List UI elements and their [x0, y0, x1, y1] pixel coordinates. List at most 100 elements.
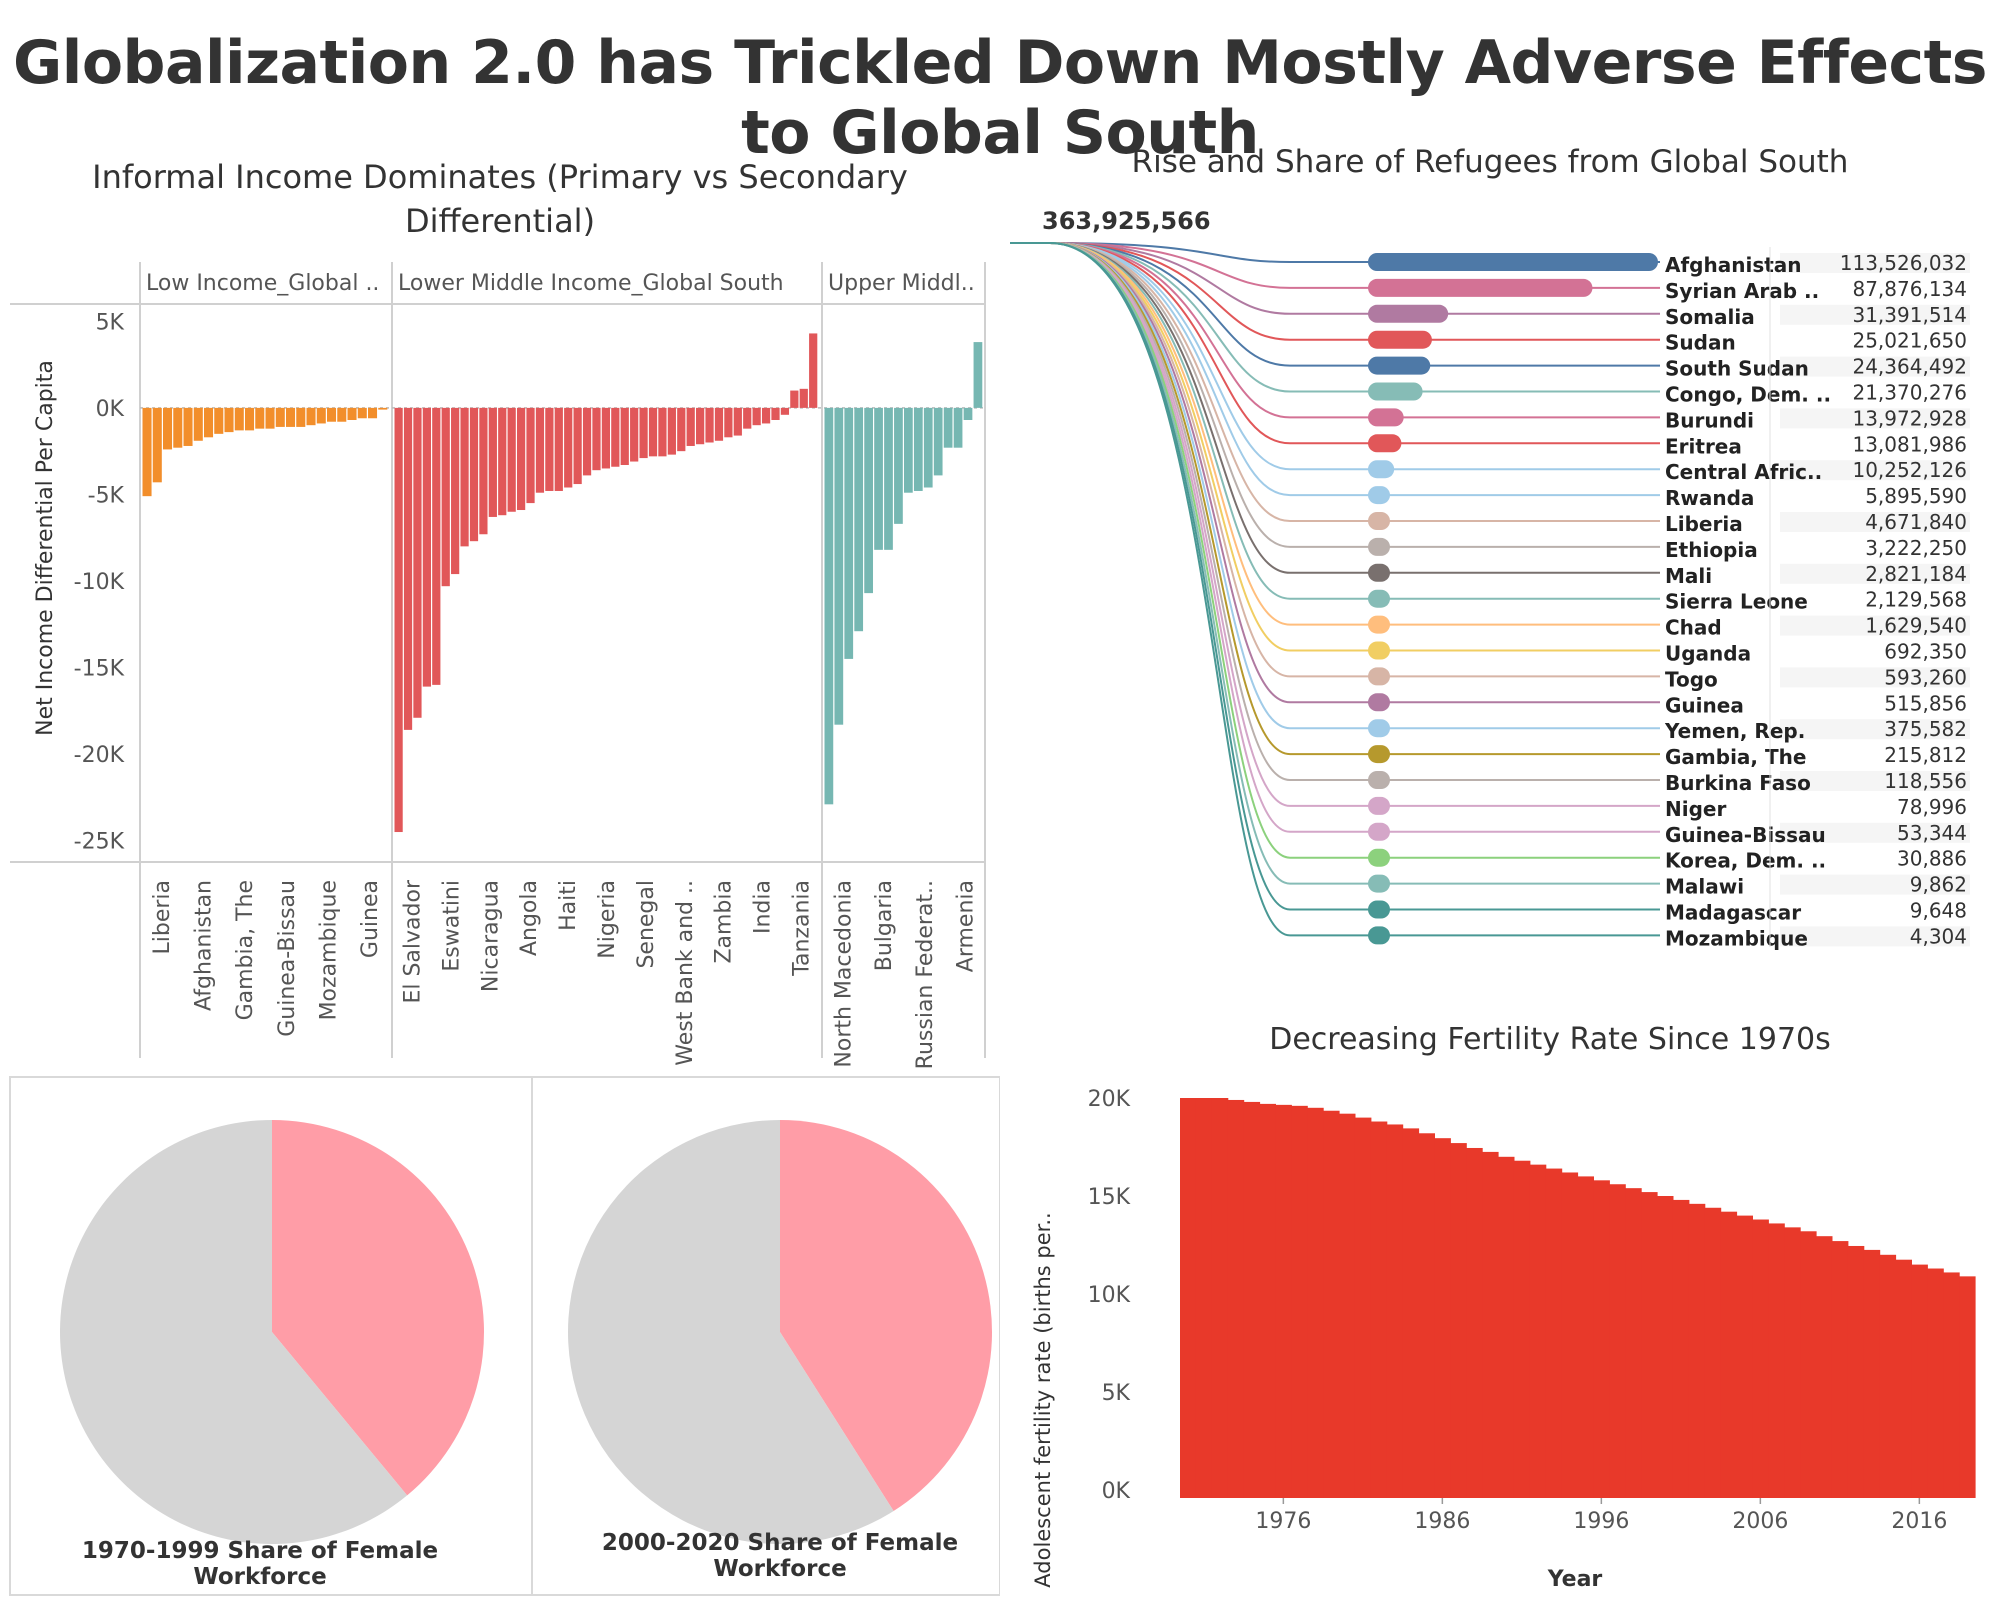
refugee-bar [1368, 304, 1449, 323]
income-bar [963, 407, 973, 420]
pie-slice [272, 1120, 484, 1496]
income-x-labels: Liberia Afghanistan Gambia, The Guinea-Biss… [150, 879, 979, 1069]
refugee-label-bg [1660, 615, 1780, 636]
fertility-step [1386, 1124, 1404, 1498]
refugee-label-bg [1660, 874, 1780, 895]
refugee-bar [1368, 641, 1390, 660]
fertility-step [1195, 1098, 1213, 1498]
fertility-step [1339, 1113, 1356, 1498]
income-bar [834, 407, 844, 725]
income-bar [809, 333, 818, 408]
income-x-tick: West Bank and .. [673, 880, 698, 1066]
income-x-tick: Liberia [150, 880, 175, 955]
refugee-flow-line [1010, 242, 1970, 600]
income-bar [790, 390, 799, 408]
refugee-value-bg [1780, 408, 1970, 429]
pie-2000-2020-label: 2000-2020 Share of Female Workforce [601, 1530, 959, 1582]
refugee-value-label: 13,081,986 [1852, 432, 1967, 456]
income-bar [953, 407, 963, 448]
refugee-value-label: 78,996 [1897, 795, 1967, 819]
income-bar [142, 407, 152, 497]
refugee-label-bg [1660, 304, 1780, 325]
fertility-step [1943, 1272, 1960, 1498]
fertility-step [1816, 1236, 1833, 1498]
income-x-tick: Armenia [954, 880, 979, 972]
refugee-country-label: Malawi [1665, 875, 1744, 899]
income-bar [824, 407, 834, 805]
refugee-value-bg [1780, 563, 1970, 584]
refugee-country-label: Liberia [1665, 512, 1743, 536]
income-bar [545, 407, 554, 491]
refugee-value-bg [1780, 796, 1970, 817]
refugee-value-label: 1,629,540 [1865, 614, 1967, 638]
income-bar [394, 407, 403, 833]
income-bar [255, 407, 265, 429]
fertility-step [1736, 1215, 1753, 1498]
income-y-axis-label: Net Income Differential Per Capita [33, 360, 58, 736]
income-bar [844, 407, 854, 659]
refugee-labels: Afghanistan 113,526,032 Syrian Arab .. 87,8… [1660, 247, 1970, 950]
income-bar [799, 388, 808, 408]
refugee-country-label: Madagascar [1665, 901, 1801, 925]
income-bar [488, 407, 497, 517]
income-bar [752, 407, 761, 426]
income-bar [696, 407, 705, 445]
refugee-sankey-chart: 363,925,566 Afghanistan 113,526,032 Syrian… [1010, 207, 1970, 950]
refugee-value-bg [1780, 537, 1970, 558]
fertility-step [1657, 1196, 1674, 1498]
refugee-value-label: 593,260 [1884, 665, 1967, 689]
fertility-step [1895, 1259, 1912, 1498]
income-panel-title: Informal Income Dominates (Primary vs Se… [92, 158, 908, 240]
refugee-value-label: 113,526,032 [1840, 251, 1967, 275]
income-bar [296, 407, 306, 427]
income-bar [316, 407, 326, 424]
pie-slice [568, 1120, 894, 1544]
refugee-value-bg [1780, 486, 1970, 507]
refugee-bar [1368, 330, 1432, 349]
fertility-step [1752, 1219, 1769, 1498]
income-y-tick: 5K [96, 310, 125, 335]
refugee-value-label: 31,391,514 [1852, 303, 1967, 327]
fertility-x-tick: 2006 [1732, 1509, 1788, 1534]
refugee-value-bg [1780, 667, 1970, 688]
fertility-step [1625, 1188, 1642, 1498]
pie-2000-2020 [568, 1120, 993, 1544]
income-x-tick: North Macedonia [831, 880, 856, 1068]
female-workforce-pies [9, 1076, 1000, 1596]
refugee-country-label: Somalia [1665, 305, 1755, 329]
income-bar [204, 407, 214, 438]
refugee-bar [1368, 745, 1390, 764]
income-bar [780, 407, 790, 415]
income-bar [265, 407, 275, 429]
fertility-y-tick: 10K [1088, 1283, 1131, 1308]
refugee-value-label: 9,648 [1910, 899, 1967, 923]
refugee-value-bg [1780, 848, 1970, 869]
refugee-value-label: 4,671,840 [1865, 510, 1967, 534]
refugee-bar [1368, 874, 1390, 893]
fertility-step [1704, 1207, 1722, 1498]
refugee-label-bg [1660, 382, 1780, 403]
fertility-x-tick: 2016 [1891, 1509, 1947, 1534]
income-bars [142, 333, 983, 833]
fertility-area-chart: 20K 15K 10K 5K 0K 1976 1986 1996 2006 2016 Adoles… [1031, 1087, 1976, 1592]
refugee-country-label: Guinea [1665, 693, 1744, 717]
fertility-x-tick: 1996 [1573, 1509, 1629, 1534]
income-bar [337, 407, 347, 422]
income-bar [469, 407, 479, 542]
income-x-tick: Guinea [358, 880, 383, 958]
fertility-y-tick: 5K [1102, 1381, 1131, 1406]
income-bar [639, 407, 648, 459]
income-group-header: Lower Middle Income_Global South [398, 271, 784, 296]
refugee-country-label: Mali [1665, 564, 1712, 588]
income-bar [224, 407, 234, 433]
fertility-step [1354, 1117, 1372, 1498]
income-bar [214, 407, 224, 434]
income-bar [667, 407, 676, 455]
income-bar [648, 407, 658, 457]
fertility-step [1211, 1098, 1229, 1498]
income-x-tick: Nigeria [595, 880, 620, 959]
income-bar [854, 407, 864, 632]
fertility-step [1959, 1276, 1976, 1498]
pie-panel-border [9, 1076, 1000, 1596]
fertility-step [1641, 1192, 1658, 1498]
